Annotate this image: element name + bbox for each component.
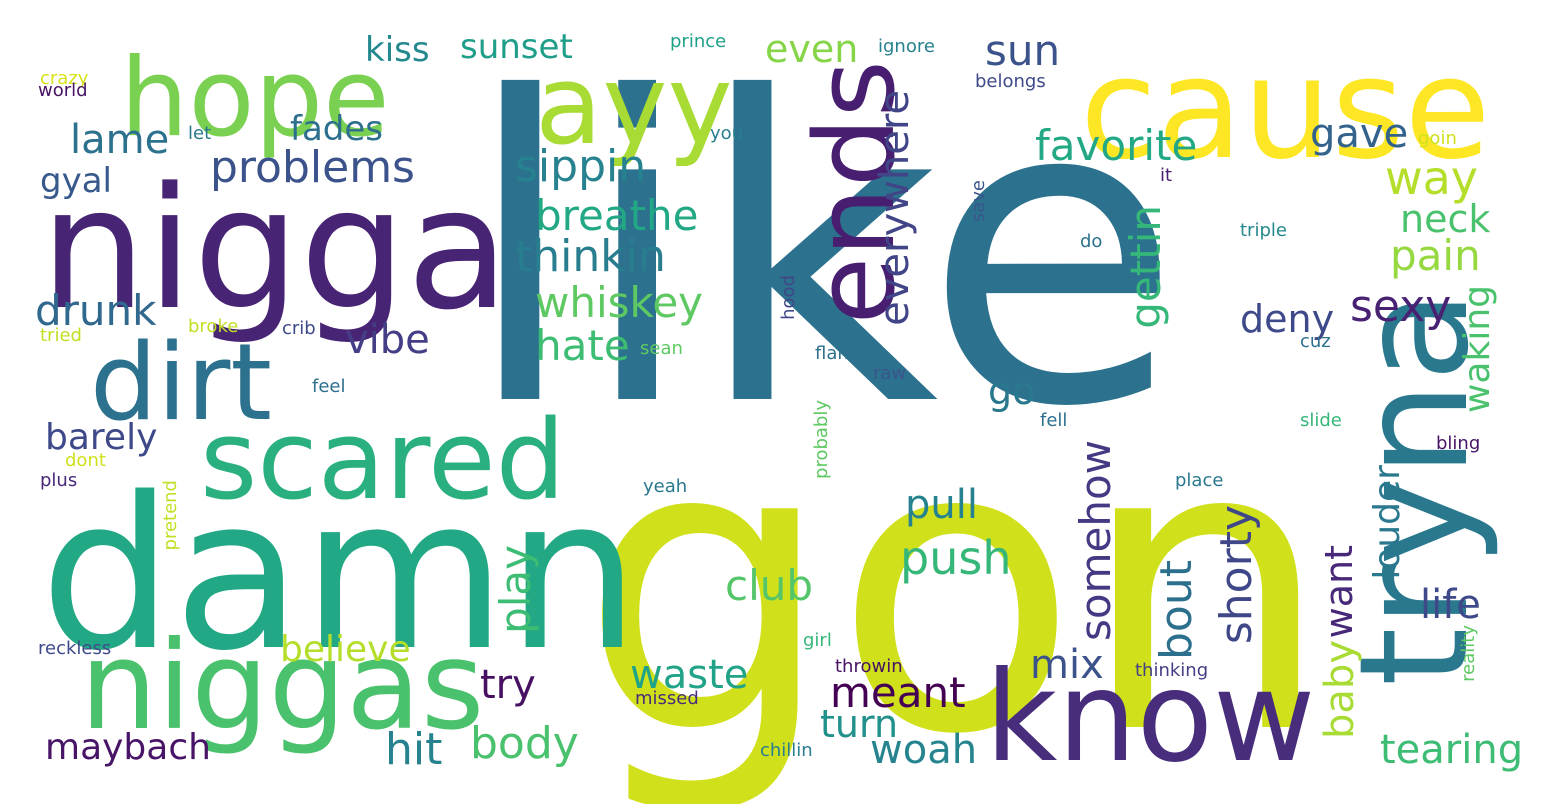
word-prince: prince bbox=[670, 31, 727, 52]
word-slide: slide bbox=[1300, 410, 1342, 431]
word-shorty: shorty bbox=[1211, 505, 1262, 645]
word-flames: flames bbox=[815, 343, 876, 364]
word-push: push bbox=[900, 531, 1012, 585]
word-bout: bout bbox=[1151, 560, 1202, 660]
word-thinkin: thinkin bbox=[515, 231, 666, 282]
word-sippin: sippin bbox=[515, 141, 647, 192]
word-somehow: somehow bbox=[1071, 440, 1120, 641]
word-yeah: yeah bbox=[643, 476, 688, 497]
word-niggas: niggas bbox=[80, 615, 485, 757]
word-kiss: kiss bbox=[365, 30, 430, 70]
word-gave: gave bbox=[1310, 111, 1409, 157]
word-chillin: chillin bbox=[760, 740, 813, 761]
word-world: world bbox=[38, 80, 88, 101]
word-problems: problems bbox=[210, 142, 415, 193]
word-favorite: favorite bbox=[1035, 121, 1198, 170]
word-damn: damn bbox=[40, 452, 640, 697]
word-gon: gon bbox=[580, 357, 1333, 804]
word-mix: mix bbox=[1030, 642, 1104, 688]
word-it: it bbox=[1160, 165, 1173, 186]
word-even: even bbox=[765, 27, 859, 71]
word-broke: broke bbox=[188, 316, 239, 337]
word-throwin: throwin bbox=[835, 656, 903, 677]
word-reckless: reckless bbox=[38, 638, 112, 659]
word-believe: believe bbox=[280, 629, 411, 670]
word-dirt: dirt bbox=[90, 321, 272, 444]
word-fades: fades bbox=[290, 109, 384, 149]
word-nigga: nigga bbox=[40, 151, 510, 347]
word-louder: louder bbox=[1367, 465, 1408, 580]
word-gyal: gyal bbox=[40, 161, 112, 201]
word-turn: turn bbox=[820, 702, 899, 746]
word-body: body bbox=[470, 718, 579, 769]
word-want: want bbox=[1317, 545, 1361, 639]
word-everywhere: everywhere bbox=[872, 90, 918, 326]
word-hope: hope bbox=[120, 36, 390, 161]
word-pull: pull bbox=[905, 482, 978, 528]
word-hit: hit bbox=[385, 724, 443, 775]
word-save: save bbox=[968, 180, 989, 223]
word-club: club bbox=[725, 561, 814, 610]
word-goin: goin bbox=[1418, 128, 1457, 149]
word-try: try bbox=[480, 662, 536, 708]
word-like: like bbox=[462, 10, 1183, 499]
word-scared: scared bbox=[200, 396, 566, 524]
word-thinking: thinking bbox=[1135, 660, 1209, 681]
word-know: know bbox=[985, 645, 1316, 790]
word-go: go bbox=[988, 369, 1036, 413]
word-bling: bling bbox=[1436, 433, 1481, 454]
word-maybach: maybach bbox=[45, 727, 211, 768]
word-waking: waking bbox=[1457, 285, 1498, 414]
word-tearing: tearing bbox=[1380, 727, 1524, 773]
word-life: life bbox=[1420, 582, 1481, 628]
word-cause: cause bbox=[1080, 28, 1491, 191]
word-you: you bbox=[710, 123, 744, 144]
word-ignore: ignore bbox=[878, 36, 935, 57]
word-play: play bbox=[491, 545, 540, 634]
word-way: way bbox=[1385, 151, 1479, 205]
word-sean: sean bbox=[640, 338, 683, 359]
word-pain: pain bbox=[1390, 231, 1481, 280]
word-girl: girl bbox=[803, 630, 832, 651]
word-ayy: ayy bbox=[535, 41, 733, 169]
word-crib: crib bbox=[282, 318, 316, 339]
word-whiskey: whiskey bbox=[535, 278, 704, 327]
word-waste: waste bbox=[630, 652, 749, 698]
word-fell: fell bbox=[1040, 410, 1068, 431]
word-hate: hate bbox=[535, 321, 630, 370]
word-let: let bbox=[188, 123, 212, 144]
word-tried: tried bbox=[40, 325, 82, 346]
word-barely: barely bbox=[45, 417, 158, 458]
word-sun: sun bbox=[985, 26, 1061, 75]
word-raw: raw bbox=[873, 363, 907, 384]
word-drunk: drunk bbox=[35, 286, 157, 335]
word-do: do bbox=[1080, 231, 1103, 252]
word-breathe: breathe bbox=[535, 191, 699, 240]
word-hood: hood bbox=[778, 275, 799, 320]
word-deny: deny bbox=[1240, 297, 1335, 341]
word-woah: woah bbox=[870, 727, 978, 773]
word-pretend: pretend bbox=[160, 480, 181, 551]
word-crazy: crazy bbox=[40, 68, 89, 89]
word-vibe: vibe bbox=[345, 317, 430, 363]
word-reality: reality bbox=[1458, 625, 1479, 682]
word-belongs: belongs bbox=[975, 71, 1046, 92]
word-missed: missed bbox=[635, 688, 699, 709]
word-sunset: sunset bbox=[460, 27, 573, 67]
word-gettin: gettin bbox=[1121, 205, 1170, 329]
word-feel: feel bbox=[312, 376, 346, 397]
word-meant: meant bbox=[830, 668, 966, 717]
word-plus: plus bbox=[40, 470, 78, 491]
word-baby: baby bbox=[1317, 640, 1363, 739]
word-dont: dont bbox=[65, 450, 106, 471]
word-cuz: cuz bbox=[1300, 331, 1331, 352]
word-lame: lame bbox=[70, 117, 170, 163]
word-probably: probably bbox=[811, 400, 832, 479]
word-place: place bbox=[1175, 470, 1224, 491]
word-sexy: sexy bbox=[1350, 281, 1452, 332]
word-triple: triple bbox=[1240, 220, 1287, 241]
word-neck: neck bbox=[1400, 197, 1491, 241]
